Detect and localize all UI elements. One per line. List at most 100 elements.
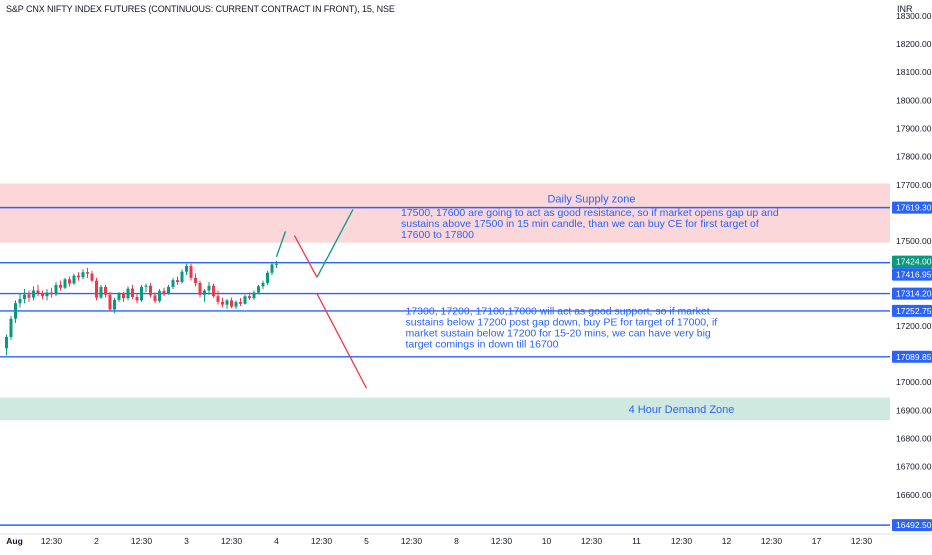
candle-body[interactable]	[72, 275, 76, 284]
projection-line[interactable]	[275, 231, 287, 257]
candle-body[interactable]	[9, 318, 13, 338]
candle-body[interactable]	[117, 293, 121, 300]
candle-body[interactable]	[261, 282, 265, 287]
projection-line[interactable]	[293, 235, 318, 278]
candle-body[interactable]	[45, 292, 49, 297]
candle-body[interactable]	[113, 299, 116, 310]
projection-line[interactable]	[316, 209, 354, 278]
candle-body[interactable]	[126, 288, 130, 299]
candle-body[interactable]	[257, 286, 260, 293]
candle-body[interactable]	[144, 285, 148, 287]
candle-body[interactable]	[18, 298, 22, 304]
candle-body[interactable]	[194, 277, 197, 283]
candle-body[interactable]	[239, 302, 242, 304]
x-tick-label: Aug	[6, 536, 23, 546]
candle-body[interactable]	[216, 296, 220, 302]
y-tick-label: 18300.00	[896, 11, 932, 21]
candle-body[interactable]	[171, 280, 175, 287]
candle-body[interactable]	[99, 286, 103, 298]
y-tick-label: 17700.00	[896, 180, 932, 190]
candle-body[interactable]	[36, 290, 40, 294]
level-badge-label: 17619.30	[896, 203, 932, 213]
level-badge-label: 17314.20	[896, 289, 932, 299]
annotation-line: 17300, 17200, 17100,17000 will act as go…	[406, 305, 710, 317]
x-tick-label: 11	[632, 536, 641, 546]
candle-body[interactable]	[63, 279, 67, 288]
price-badge-label: 17424.00	[896, 257, 932, 267]
candle-body[interactable]	[153, 295, 157, 301]
x-tick-label: 17	[812, 536, 822, 546]
candle-body[interactable]	[225, 300, 229, 305]
candle-body[interactable]	[189, 266, 193, 278]
candle-body[interactable]	[248, 296, 251, 299]
demand-zone-label: 4 Hour Demand Zone	[629, 404, 735, 416]
supply-zone	[0, 183, 890, 243]
candle-body[interactable]	[50, 292, 53, 295]
y-tick-label: 18000.00	[896, 95, 932, 105]
candle-body[interactable]	[86, 272, 89, 274]
candle-body[interactable]	[243, 296, 247, 304]
candle-body[interactable]	[54, 284, 58, 295]
x-tick-label: 12:30	[581, 536, 603, 546]
candle-body[interactable]	[275, 263, 278, 265]
x-tick-label: 3	[184, 536, 189, 546]
candle-body[interactable]	[252, 292, 256, 299]
annotation-text: 17300, 17200, 17100,17000 will act as go…	[406, 305, 718, 350]
candle-body[interactable]	[230, 300, 233, 307]
candle-body[interactable]	[140, 286, 143, 301]
annotation-line: 17600 to 17800	[401, 229, 474, 241]
candle-body[interactable]	[167, 286, 170, 294]
candle-body[interactable]	[180, 271, 184, 283]
candle-body[interactable]	[41, 293, 44, 297]
x-tick-label: 12:30	[671, 536, 693, 546]
y-tick-label: 16700.00	[896, 462, 932, 472]
candle-body[interactable]	[14, 303, 17, 319]
candle-body[interactable]	[221, 301, 224, 305]
candle-body[interactable]	[68, 279, 71, 284]
candle-body[interactable]	[135, 297, 139, 301]
candle-body[interactable]	[266, 272, 269, 283]
candle-body[interactable]	[198, 282, 202, 295]
price-badge-label: 17416.95	[896, 270, 932, 280]
level-badge	[892, 201, 932, 214]
demand-zone	[0, 397, 890, 421]
candle-body[interactable]	[23, 294, 26, 299]
level-badge	[892, 350, 932, 363]
candle-body[interactable]	[212, 285, 215, 297]
candle-body[interactable]	[149, 285, 152, 296]
candle-body[interactable]	[81, 272, 85, 278]
candle-body[interactable]	[90, 273, 94, 281]
candle-body[interactable]	[32, 290, 35, 298]
candle-body[interactable]	[203, 290, 206, 295]
candle-body[interactable]	[185, 266, 188, 272]
candle-body[interactable]	[122, 293, 125, 299]
annotation-line: sustains below 17200 post gap down, buy …	[406, 316, 718, 328]
x-tick-label: 12:30	[221, 536, 243, 546]
candle-body[interactable]	[27, 294, 31, 298]
candle-body[interactable]	[158, 290, 161, 301]
candle-body[interactable]	[207, 285, 211, 291]
x-tick-label: 12:30	[41, 536, 63, 546]
candle-body[interactable]	[95, 280, 98, 298]
x-tick-label: 4	[274, 536, 279, 546]
candle-body[interactable]	[5, 337, 8, 349]
y-tick-label: 17000.00	[896, 377, 932, 387]
candle-body[interactable]	[162, 290, 166, 294]
y-tick-label: 18100.00	[896, 67, 932, 77]
x-tick-label: 12	[722, 536, 732, 546]
candle-body[interactable]	[108, 294, 112, 310]
currency-label: INR	[897, 4, 913, 14]
x-tick-label: 5	[364, 536, 369, 546]
annotation-line: 17500, 17600 are going to act as good re…	[401, 207, 779, 219]
price-badge	[892, 255, 932, 268]
candle-body[interactable]	[270, 264, 274, 273]
candle-body[interactable]	[234, 302, 238, 307]
candle-body[interactable]	[131, 288, 134, 298]
candle-body[interactable]	[104, 286, 107, 295]
candle-body[interactable]	[176, 280, 179, 283]
projection-line[interactable]	[316, 293, 368, 389]
candle-body[interactable]	[59, 284, 62, 288]
candle-body[interactable]	[77, 275, 80, 278]
